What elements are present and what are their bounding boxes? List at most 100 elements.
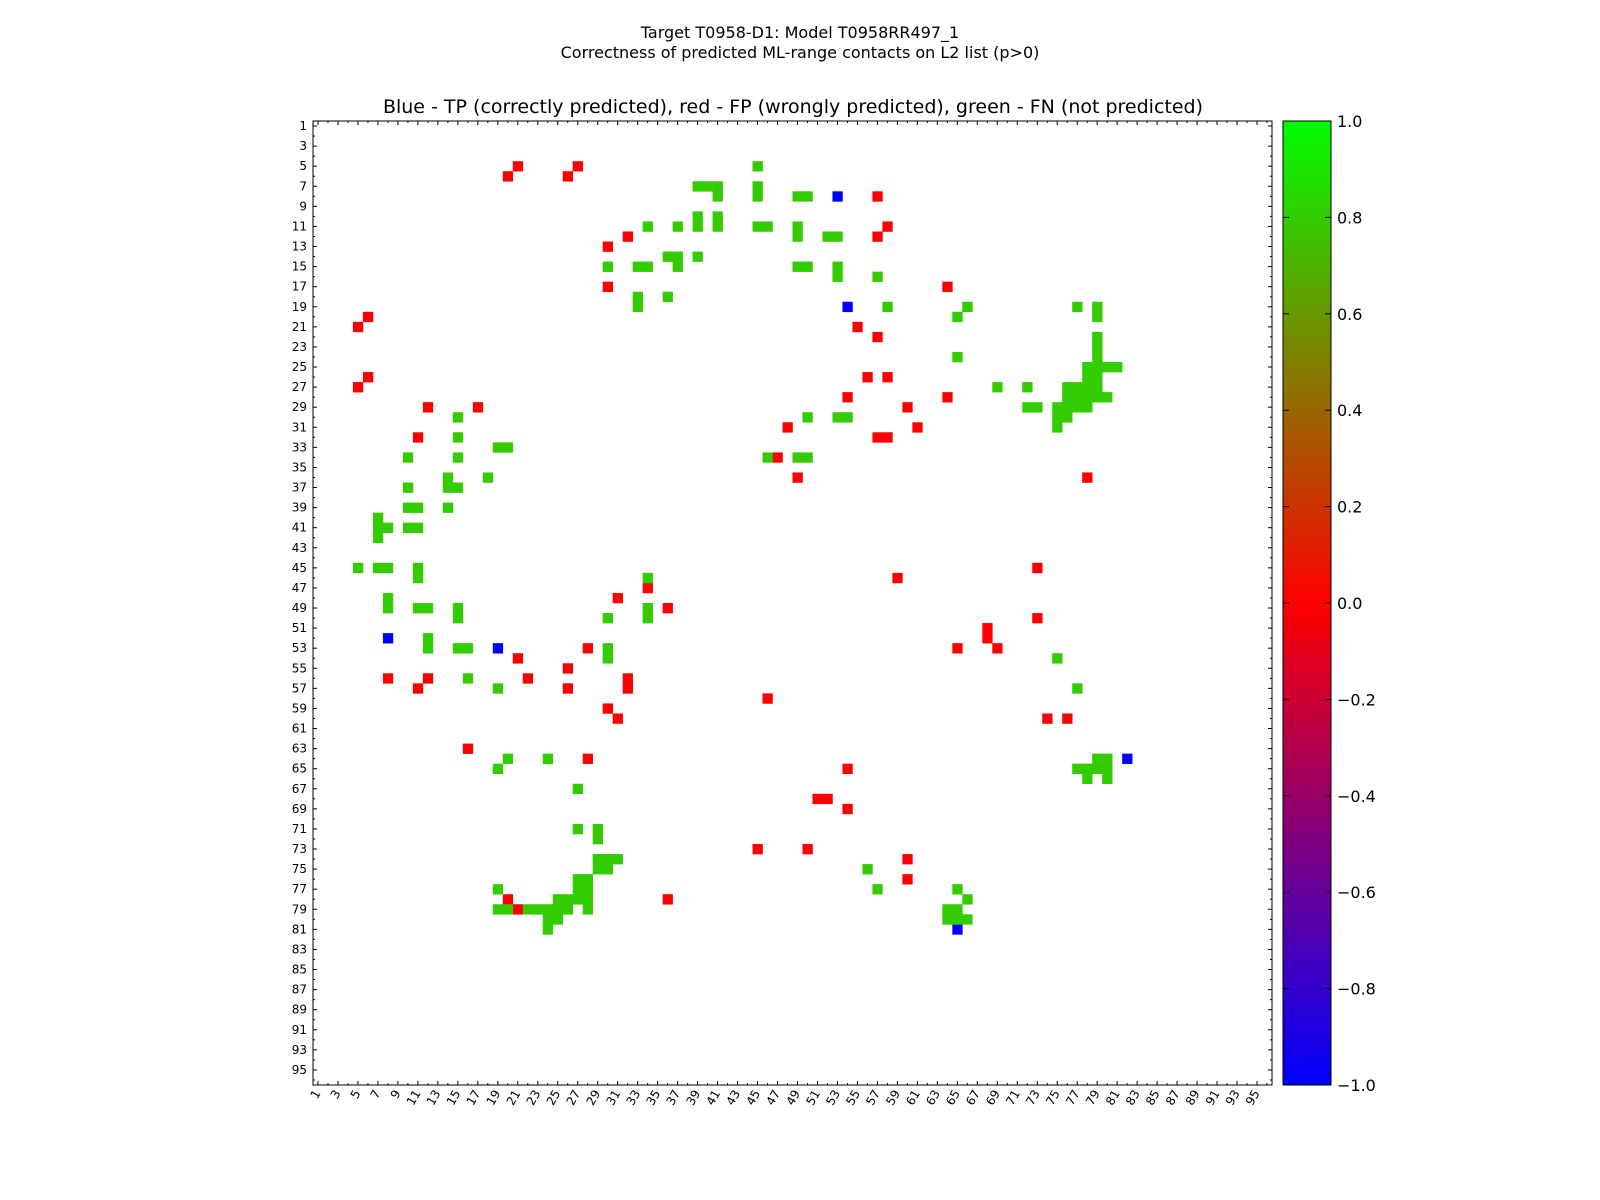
cell-fn	[492, 683, 504, 694]
y-tick-label: 81	[292, 922, 307, 936]
x-tick-label: 25	[544, 1088, 564, 1108]
cell-fn	[1092, 351, 1103, 363]
y-tick-label: 83	[292, 942, 307, 956]
cell-fn	[1092, 763, 1103, 775]
cell-fp	[352, 382, 364, 393]
x-tick-label: 13	[424, 1088, 444, 1108]
x-tick-label: 79	[1083, 1088, 1103, 1108]
cell-fn	[382, 592, 394, 604]
cell-fn	[802, 452, 813, 463]
cell-fp	[472, 402, 484, 413]
cell-fn	[692, 251, 703, 262]
cell-fn	[382, 562, 394, 574]
colorbar-tick-label: −0.8	[1337, 980, 1376, 999]
x-tick-label: 57	[863, 1088, 883, 1108]
cell-fn	[1092, 392, 1103, 403]
cell-fn	[552, 914, 564, 925]
cell-tp	[382, 633, 394, 644]
y-tick-label: 27	[292, 380, 307, 394]
cell-fn	[452, 613, 464, 624]
cell-fn	[762, 221, 773, 232]
x-tick-label: 49	[783, 1088, 803, 1108]
cell-fn	[592, 864, 603, 875]
cell-fn	[492, 442, 504, 453]
x-tick-label: 21	[504, 1088, 524, 1108]
cell-fp	[1032, 613, 1043, 624]
x-tick-label: 27	[564, 1088, 584, 1108]
cell-fp	[412, 683, 424, 694]
cell-fn	[1102, 763, 1113, 775]
cell-fn	[372, 522, 384, 534]
colorbar-tick-label: 0.2	[1337, 498, 1362, 517]
cell-fp	[982, 623, 993, 634]
y-tick-label: 11	[292, 219, 307, 233]
cell-fp	[602, 241, 613, 252]
cell-fp	[782, 422, 793, 433]
cell-fp	[902, 854, 913, 865]
cell-fp	[842, 803, 853, 815]
cell-fn	[1062, 412, 1073, 423]
cell-fn	[962, 894, 973, 905]
cell-tp	[492, 643, 504, 654]
cell-fp	[882, 432, 893, 443]
cell-fn	[752, 191, 763, 202]
y-tick-label: 79	[292, 902, 307, 916]
cell-fp	[582, 643, 594, 654]
colorbar-tick-label: 0.0	[1337, 594, 1362, 613]
y-tick-label: 49	[292, 601, 307, 615]
cell-fn	[672, 261, 683, 272]
x-tick-label: 9	[388, 1088, 404, 1102]
cell-fn	[1032, 402, 1043, 413]
cell-fp	[1042, 713, 1053, 724]
cell-fn	[752, 221, 763, 232]
cell-fn	[632, 301, 643, 313]
y-tick-label: 67	[292, 782, 307, 796]
cell-fn	[492, 763, 504, 775]
y-tick-label: 19	[292, 300, 307, 314]
x-tick-label: 75	[1043, 1088, 1063, 1108]
cell-fp	[892, 572, 903, 584]
x-tick-label: 45	[743, 1088, 763, 1108]
cell-fn	[372, 562, 384, 574]
y-tick-label: 63	[292, 742, 307, 756]
cell-fp	[902, 874, 913, 885]
cell-fp	[872, 432, 883, 443]
x-tick-label: 23	[524, 1088, 544, 1108]
cell-fn	[752, 181, 763, 192]
y-tick-label: 13	[292, 240, 307, 254]
x-tick-label: 67	[963, 1088, 983, 1108]
colorbar-tick-label: 0.8	[1337, 208, 1362, 227]
x-tick-label: 77	[1063, 1088, 1083, 1108]
cell-fp	[612, 713, 623, 724]
cell-fp	[362, 372, 374, 383]
axis-ticks	[313, 121, 1272, 1085]
cell-fn	[1052, 653, 1063, 664]
cell-fn	[492, 884, 504, 895]
cell-fp	[602, 281, 613, 293]
cell-fp	[522, 673, 534, 684]
cell-fp	[582, 753, 594, 764]
cell-fn	[1092, 753, 1103, 764]
x-tick-label: 33	[623, 1088, 643, 1108]
cell-fn	[1082, 773, 1093, 785]
cell-fp	[562, 171, 574, 182]
cell-fn	[642, 261, 653, 272]
y-tick-label: 57	[292, 681, 307, 695]
cell-fn	[602, 613, 613, 624]
cell-fn	[712, 191, 723, 202]
cell-fp	[792, 472, 803, 483]
cell-fn	[602, 643, 613, 654]
cell-fn	[412, 522, 424, 534]
figure-suptitle-line2: Correctness of predicted ML-range contac…	[560, 43, 1040, 62]
cell-fn	[602, 261, 613, 272]
cell-fn	[1072, 763, 1083, 775]
cell-fn	[842, 412, 853, 423]
x-tick-label: 65	[943, 1088, 963, 1108]
y-tick-label: 5	[299, 159, 307, 173]
cell-fn	[1102, 753, 1113, 764]
cell-fn	[642, 221, 653, 232]
cell-fn	[672, 251, 683, 262]
y-tick-label: 71	[292, 822, 307, 836]
x-tick-label: 73	[1023, 1088, 1043, 1108]
x-tick-label: 31	[604, 1088, 624, 1108]
